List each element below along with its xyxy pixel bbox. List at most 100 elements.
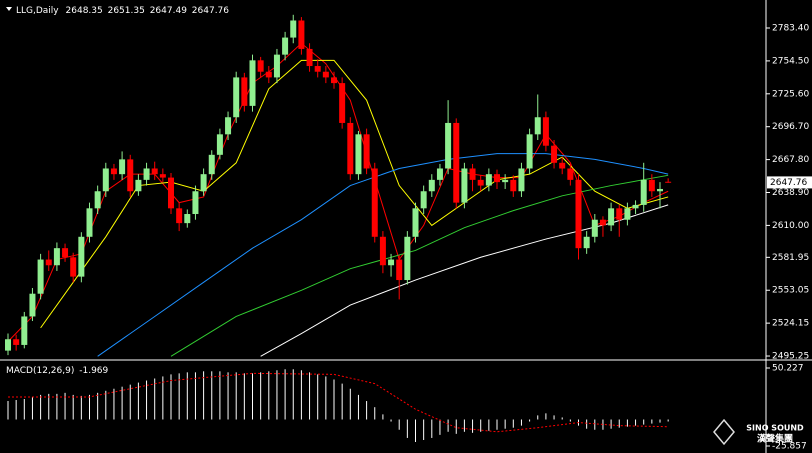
candle-body (469, 168, 476, 180)
candle-body (314, 66, 321, 72)
candle-body (396, 259, 403, 281)
close-value: 2647.76 (192, 6, 229, 16)
y-tick-label: 2524.15 (772, 319, 809, 329)
candle-body (648, 179, 655, 192)
y-tick-label: 2581.95 (772, 253, 809, 263)
candle-body (94, 191, 101, 209)
candle-body (5, 339, 11, 351)
candle-body (233, 77, 240, 118)
candle-body (428, 179, 435, 192)
candle-body (608, 208, 615, 226)
candle-body (599, 219, 606, 226)
candle-body (249, 60, 256, 106)
y-tick-label: 2754.50 (772, 56, 809, 66)
candle-body (29, 293, 36, 317)
candle-body (510, 179, 517, 192)
candle-body (534, 117, 541, 135)
candle-body (355, 134, 362, 175)
candle-body (200, 174, 207, 192)
macd-header: MACD(12,26,9) -1.969 (6, 366, 109, 376)
candle-body (168, 177, 174, 209)
price-tag-label: 2647.76 (770, 178, 807, 188)
candle-body (143, 168, 150, 180)
candle-body (192, 191, 199, 215)
candle-body (388, 259, 395, 266)
candle-body (445, 122, 452, 169)
candle-body (62, 248, 69, 258)
candle-body (567, 168, 574, 180)
y-tick-label: 2495.25 (772, 352, 809, 362)
moving-average (170, 174, 669, 357)
candle-body (371, 168, 378, 237)
candle-body (551, 145, 558, 163)
candle-body (135, 179, 142, 192)
candle-body (494, 174, 500, 183)
candle-body (290, 20, 297, 38)
candle-body (412, 208, 419, 237)
y-tick-label: 2610.00 (772, 221, 809, 231)
logo-text-cn: 漢聲集團 (757, 433, 793, 445)
y-tick-label: 2696.70 (772, 122, 809, 132)
logo-text: SINO SOUND (746, 424, 804, 433)
candle-body (331, 77, 337, 84)
logo-mark (713, 418, 735, 446)
candle-body (86, 208, 93, 237)
candle-body (265, 71, 272, 78)
moving-average (260, 204, 669, 357)
candle-body (37, 259, 44, 294)
high-value: 2651.35 (108, 6, 145, 16)
y-tick-label: 2553.05 (772, 286, 809, 296)
candle-body (225, 117, 232, 135)
candle-body (477, 179, 484, 186)
candle-body (273, 54, 280, 78)
candle-body (208, 154, 215, 175)
candle-body (347, 122, 354, 175)
y-tick-label: -25.857 (772, 441, 807, 451)
moving-average (7, 42, 669, 342)
candle-body (298, 20, 305, 49)
candle-body (127, 159, 134, 192)
candle-body (110, 168, 117, 175)
header: LLG,Daily 2648.35 2651.35 2647.49 2647.7… (16, 6, 229, 16)
candle-body (176, 208, 183, 224)
candle-body (502, 179, 509, 183)
logo: SINO SOUND 漢聲集團 (713, 418, 804, 446)
candle-body (322, 71, 329, 78)
candle-body (45, 259, 52, 266)
candle-body (53, 248, 60, 266)
candle-body (216, 134, 223, 155)
candle-body (632, 204, 639, 209)
candle-body (420, 191, 427, 209)
y-tick-label: 2667.80 (772, 155, 809, 165)
y-tick-label: 2783.40 (772, 24, 809, 34)
candle-body (339, 83, 346, 123)
open-value: 2648.35 (66, 6, 103, 16)
candle-body (640, 179, 647, 205)
candle-body (436, 168, 443, 180)
symbol: LLG,Daily (16, 6, 59, 16)
candle-body (184, 214, 191, 224)
candle-body (657, 188, 663, 192)
candle-body (461, 168, 468, 203)
macd-label: MACD(12,26,9) (6, 366, 74, 376)
candle-body (518, 168, 525, 192)
candle-body (306, 48, 313, 67)
candle-body (13, 339, 20, 345)
candle-body (665, 181, 672, 183)
candle-body (485, 174, 492, 186)
macd-value: -1.969 (79, 366, 108, 376)
candle-body (379, 236, 386, 266)
candle-body (78, 236, 85, 277)
low-value: 2647.49 (150, 6, 187, 16)
candle-body (257, 60, 264, 72)
candle-body (363, 134, 370, 169)
candle-body (21, 316, 28, 345)
candle-body (241, 77, 248, 106)
price-tag (767, 176, 812, 189)
y-tick-label: 2638.90 (772, 188, 809, 198)
candle-body (542, 117, 549, 146)
candle-body (159, 174, 166, 178)
candle-body (102, 168, 109, 192)
candle-body (559, 162, 566, 169)
